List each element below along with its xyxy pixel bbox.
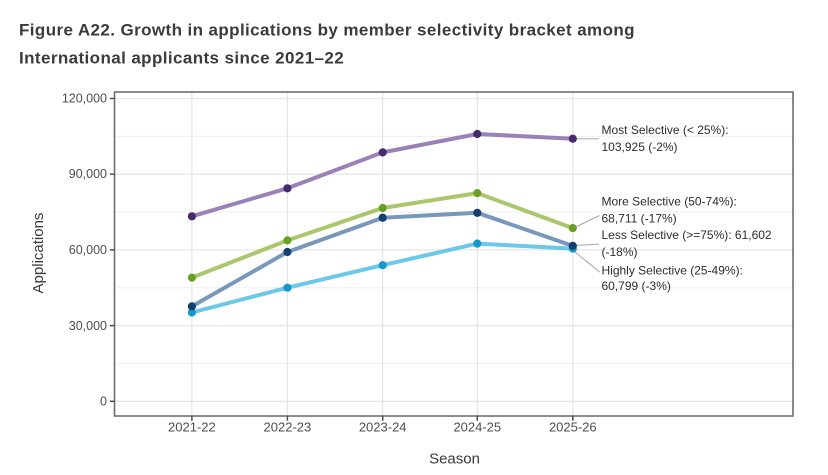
svg-text:Figure A22. Growth in applicat: Figure A22. Growth in applications by me…: [19, 21, 635, 40]
svg-text:2021-22: 2021-22: [168, 420, 216, 435]
svg-text:More Selective (50-74%):: More Selective (50-74%):: [602, 195, 737, 209]
svg-text:Most Selective (< 25%):: Most Selective (< 25%):: [602, 123, 729, 137]
svg-text:Season: Season: [429, 451, 480, 468]
svg-text:Highly Selective (25-49%):: Highly Selective (25-49%):: [602, 264, 743, 278]
svg-text:International applicants since: International applicants since 2021–22: [19, 49, 344, 68]
svg-text:2024-25: 2024-25: [453, 420, 501, 435]
svg-text:60,000: 60,000: [69, 243, 107, 257]
svg-text:120,000: 120,000: [62, 92, 107, 106]
svg-text:30,000: 30,000: [69, 319, 107, 333]
svg-text:60,799 (-3%): 60,799 (-3%): [602, 279, 671, 293]
svg-text:2023-24: 2023-24: [359, 420, 407, 435]
svg-text:2022-23: 2022-23: [264, 420, 312, 435]
svg-text:(-18%): (-18%): [602, 245, 638, 259]
svg-text:Applications: Applications: [30, 213, 47, 294]
svg-text:68,711 (-17%): 68,711 (-17%): [602, 211, 677, 225]
svg-text:2025-26: 2025-26: [549, 420, 597, 435]
svg-text:Less Selective (>=75%): 61,602: Less Selective (>=75%): 61,602: [602, 228, 772, 242]
svg-text:0: 0: [100, 395, 107, 409]
svg-text:103,925 (-2%): 103,925 (-2%): [602, 140, 678, 154]
svg-text:90,000: 90,000: [69, 167, 107, 181]
